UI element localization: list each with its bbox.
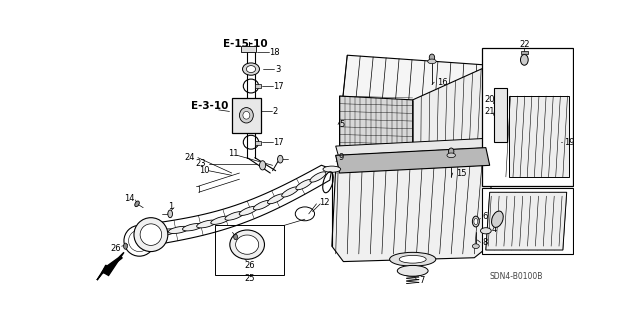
Text: 8: 8 — [483, 238, 488, 247]
Ellipse shape — [520, 55, 528, 65]
Ellipse shape — [239, 108, 253, 123]
Bar — [493, 88, 508, 142]
Ellipse shape — [124, 243, 127, 249]
Text: 19: 19 — [564, 138, 575, 147]
Text: E-3-10: E-3-10 — [191, 101, 228, 111]
Text: 6: 6 — [483, 212, 488, 221]
Text: 7: 7 — [419, 276, 424, 285]
Bar — [520, 51, 528, 54]
Bar — [255, 141, 261, 145]
Ellipse shape — [282, 187, 298, 197]
Text: 10: 10 — [198, 166, 209, 175]
Ellipse shape — [278, 155, 283, 163]
Ellipse shape — [390, 252, 436, 266]
Text: 15: 15 — [456, 168, 467, 178]
Polygon shape — [332, 160, 493, 262]
Ellipse shape — [399, 256, 426, 263]
Text: 22: 22 — [519, 40, 529, 49]
Ellipse shape — [239, 206, 257, 215]
Polygon shape — [336, 148, 490, 173]
Bar — [215, 226, 284, 275]
Text: 26: 26 — [244, 261, 255, 270]
Text: 2: 2 — [273, 107, 278, 116]
Ellipse shape — [296, 180, 312, 190]
Text: 20: 20 — [484, 95, 495, 104]
Ellipse shape — [323, 166, 340, 172]
Ellipse shape — [474, 219, 478, 225]
Ellipse shape — [168, 210, 172, 218]
Ellipse shape — [168, 226, 189, 234]
Text: 14: 14 — [124, 194, 134, 203]
Text: 13: 13 — [145, 240, 156, 249]
Text: 25: 25 — [244, 274, 255, 283]
Ellipse shape — [447, 153, 456, 158]
Ellipse shape — [140, 231, 161, 238]
Ellipse shape — [196, 220, 216, 228]
Ellipse shape — [135, 201, 140, 207]
Ellipse shape — [472, 216, 479, 227]
Text: 11: 11 — [228, 149, 239, 158]
Text: 17: 17 — [273, 82, 284, 91]
Polygon shape — [97, 252, 124, 280]
Ellipse shape — [259, 161, 266, 170]
Text: 9: 9 — [338, 153, 343, 162]
Polygon shape — [509, 96, 569, 177]
Circle shape — [134, 218, 168, 252]
Ellipse shape — [481, 228, 492, 234]
Text: 3: 3 — [275, 64, 280, 74]
Ellipse shape — [449, 148, 454, 155]
Ellipse shape — [154, 229, 175, 236]
Circle shape — [140, 224, 162, 245]
Ellipse shape — [472, 244, 479, 249]
Ellipse shape — [211, 216, 230, 224]
Text: 17: 17 — [273, 138, 284, 147]
Polygon shape — [486, 192, 566, 250]
Bar — [482, 189, 573, 254]
Ellipse shape — [230, 230, 264, 259]
Bar — [255, 85, 261, 88]
Text: 5: 5 — [340, 120, 345, 129]
Text: 1: 1 — [168, 202, 173, 211]
Ellipse shape — [225, 211, 244, 220]
Ellipse shape — [246, 66, 255, 72]
Ellipse shape — [236, 235, 259, 254]
Polygon shape — [336, 138, 490, 160]
Bar — [241, 46, 257, 52]
Ellipse shape — [492, 211, 503, 227]
Ellipse shape — [243, 63, 259, 75]
Ellipse shape — [428, 59, 436, 64]
Bar — [232, 98, 261, 133]
Text: 18: 18 — [269, 48, 280, 57]
Ellipse shape — [253, 200, 271, 210]
Ellipse shape — [182, 224, 203, 231]
Text: 16: 16 — [437, 78, 448, 87]
Polygon shape — [340, 96, 413, 150]
Ellipse shape — [234, 234, 237, 240]
Ellipse shape — [243, 111, 250, 119]
Text: 24: 24 — [184, 153, 195, 162]
Text: 26: 26 — [111, 244, 122, 253]
Bar — [482, 48, 573, 186]
Text: 21: 21 — [484, 107, 495, 116]
Polygon shape — [413, 65, 490, 150]
Polygon shape — [340, 55, 490, 138]
Text: 12: 12 — [319, 198, 329, 207]
Text: E-15-10: E-15-10 — [223, 40, 268, 49]
Ellipse shape — [268, 194, 285, 204]
Ellipse shape — [397, 265, 428, 276]
Text: 23: 23 — [196, 159, 206, 168]
Text: 4: 4 — [492, 225, 497, 234]
Ellipse shape — [429, 54, 435, 61]
Ellipse shape — [310, 172, 326, 182]
Text: SDN4-B0100B: SDN4-B0100B — [490, 272, 543, 281]
